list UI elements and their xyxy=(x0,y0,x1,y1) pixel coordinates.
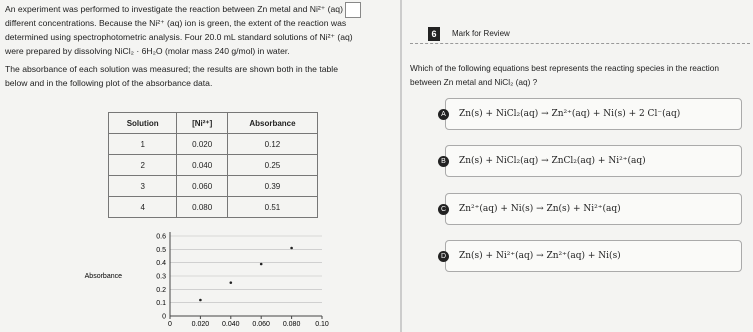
answer-option[interactable]: A Zn(s) + NiCl₂(aq) → Zn²⁺(aq) + Ni(s) + … xyxy=(438,98,742,130)
option-letter: C xyxy=(438,203,449,215)
rule xyxy=(410,43,750,46)
table-row: 2 0.040 0.25 xyxy=(107,154,319,176)
table-cell: 3 xyxy=(107,175,178,197)
y-tick-label: 0 xyxy=(162,314,166,321)
y-tick-label: 0.6 xyxy=(156,234,166,241)
table-header: Solution xyxy=(107,112,178,134)
tool-icon[interactable] xyxy=(345,2,361,18)
table-header: [Ni²⁺] xyxy=(176,112,228,134)
table-row: 1 0.020 0.12 xyxy=(107,133,319,155)
option-letter: D xyxy=(438,250,449,262)
passage: An experiment was performed to investiga… xyxy=(5,2,360,94)
y-axis-label: Absorbance xyxy=(85,273,122,280)
table-cell: 0.51 xyxy=(226,196,319,218)
divider xyxy=(400,0,402,332)
option-letter: A xyxy=(438,108,449,120)
option-text: Zn²⁺(aq) + Ni(s) → Zn(s) + Ni²⁺(aq) xyxy=(459,204,621,214)
x-tick-label: 0.080 xyxy=(283,321,301,328)
table-cell: 0.39 xyxy=(226,175,319,197)
table-cell: 0.020 xyxy=(176,133,228,155)
absorbance-plot: Absorbance 0 0.1 0.2 0.3 0.4 0.5 0.6 0 0.020 0.040… xyxy=(85,232,329,328)
question-text: Which of the following equations best re… xyxy=(410,63,720,87)
table-header: Absorbance xyxy=(226,112,319,134)
table-row: 3 0.060 0.39 xyxy=(107,175,319,197)
y-tick-label: 0.5 xyxy=(156,247,166,254)
option-text: Zn(s) + NiCl₂(aq) → Zn²⁺(aq) + Ni(s) + 2… xyxy=(459,109,681,119)
data-point xyxy=(259,262,263,266)
answer-option[interactable]: C Zn²⁺(aq) + Ni(s) → Zn(s) + Ni²⁺(aq) xyxy=(438,193,742,225)
paragraph: The absorbance of each solution was meas… xyxy=(5,64,338,88)
paragraph: An experiment was performed to investiga… xyxy=(5,4,353,56)
x-tick-label: 0 xyxy=(168,321,172,328)
question-number: 6 xyxy=(428,27,440,41)
option-letter: B xyxy=(438,155,449,167)
table-cell: 0.12 xyxy=(226,133,319,155)
answer-option[interactable]: B Zn(s) + NiCl₂(aq) → ZnCl₂(aq) + Ni²⁺(aq… xyxy=(438,145,742,177)
option-text: Zn(s) + NiCl₂(aq) → ZnCl₂(aq) + Ni²⁺(aq) xyxy=(459,156,646,166)
y-tick-label: 0.3 xyxy=(156,274,166,281)
option-text: Zn(s) + Ni²⁺(aq) → Zn²⁺(aq) + Ni(s) xyxy=(459,251,621,261)
table-cell: 4 xyxy=(107,196,178,218)
y-tick-label: 0.4 xyxy=(156,260,166,267)
y-tick-label: 0.1 xyxy=(156,300,166,307)
x-tick-label: 0.040 xyxy=(222,321,240,328)
answer-option[interactable]: D Zn(s) + Ni²⁺(aq) → Zn²⁺(aq) + Ni(s) xyxy=(438,240,742,272)
data-table: Solution [Ni²⁺] Absorbance 1 0.020 0.12 2 0.040… xyxy=(107,112,319,218)
table-cell: 0.040 xyxy=(176,154,228,176)
x-tick-label: 0.060 xyxy=(252,321,270,328)
data-point xyxy=(229,281,233,284)
table-cell: 0.25 xyxy=(226,154,319,176)
data-point xyxy=(290,246,293,250)
table-cell: 2 xyxy=(107,154,178,176)
table-cell: 1 xyxy=(107,133,178,155)
x-tick-label: 0.020 xyxy=(192,321,210,328)
x-tick-label: 0.10 xyxy=(315,321,329,328)
y-tick-label: 0.2 xyxy=(156,287,166,294)
data-point xyxy=(199,298,202,302)
table-cell: 0.060 xyxy=(176,175,228,197)
table-cell: 0.080 xyxy=(176,196,228,218)
mark-for-review[interactable]: Mark for Review xyxy=(452,29,510,38)
table-row: 4 0.080 0.51 xyxy=(107,196,319,218)
